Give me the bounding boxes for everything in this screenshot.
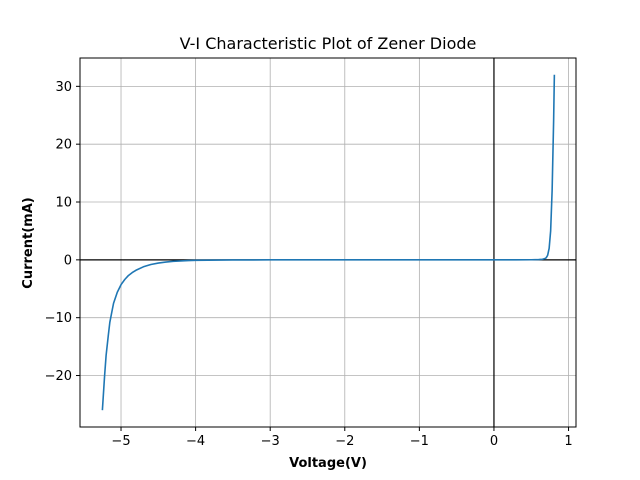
series-line	[101, 74, 556, 411]
plot-frame	[79, 57, 577, 428]
y-axis-label: Current(mA)	[21, 197, 36, 288]
y-ticks: −20 −10 0 10 20 30	[45, 80, 80, 384]
x-tick-label: −1	[410, 434, 429, 449]
x-tick-label: −5	[111, 434, 130, 449]
x-tick-label: −4	[186, 434, 205, 449]
y-tick-label: 30	[55, 80, 72, 95]
y-tick-label: 20	[55, 138, 72, 153]
grid-lines	[80, 58, 576, 427]
x-axis-label: Voltage(V)	[289, 456, 367, 471]
y-tick-label: 10	[55, 196, 72, 211]
y-tick-label: −10	[45, 311, 72, 326]
x-ticks: −5 −4 −3 −2 −1 0 1	[111, 427, 573, 449]
x-tick-label: 1	[564, 434, 572, 449]
x-tick-label: −3	[261, 434, 280, 449]
y-tick-label: −20	[45, 369, 72, 384]
x-tick-label: 0	[490, 434, 498, 449]
chart-title: V-I Characteristic Plot of Zener Diode	[180, 34, 477, 53]
reference-lines	[80, 58, 576, 427]
series-layer	[101, 74, 556, 411]
y-tick-label: 0	[64, 253, 72, 268]
x-tick-label: −2	[335, 434, 354, 449]
